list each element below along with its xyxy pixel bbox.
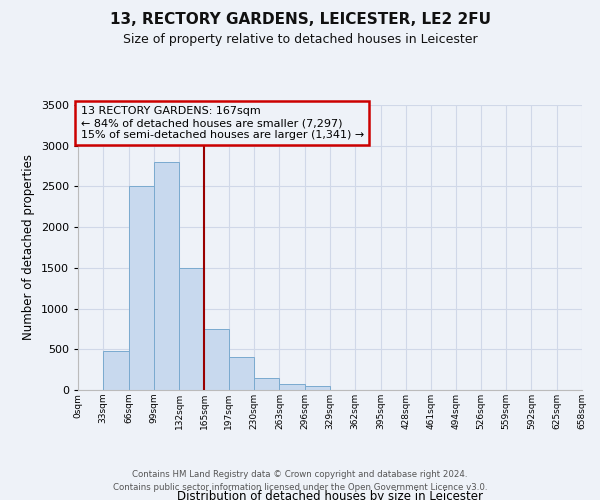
Text: 13 RECTORY GARDENS: 167sqm
← 84% of detached houses are smaller (7,297)
15% of s: 13 RECTORY GARDENS: 167sqm ← 84% of deta… bbox=[80, 106, 364, 140]
Bar bbox=[254, 378, 280, 390]
Text: Size of property relative to detached houses in Leicester: Size of property relative to detached ho… bbox=[122, 32, 478, 46]
Bar bbox=[229, 358, 254, 390]
Bar bbox=[205, 329, 229, 390]
Bar bbox=[280, 384, 305, 390]
Bar bbox=[179, 268, 205, 390]
Text: 13, RECTORY GARDENS, LEICESTER, LE2 2FU: 13, RECTORY GARDENS, LEICESTER, LE2 2FU bbox=[110, 12, 491, 28]
Bar bbox=[103, 352, 128, 390]
Bar bbox=[128, 186, 154, 390]
Text: Contains HM Land Registry data © Crown copyright and database right 2024.
Contai: Contains HM Land Registry data © Crown c… bbox=[113, 470, 487, 492]
Bar bbox=[305, 386, 330, 390]
Y-axis label: Number of detached properties: Number of detached properties bbox=[22, 154, 35, 340]
Bar bbox=[154, 162, 179, 390]
X-axis label: Distribution of detached houses by size in Leicester: Distribution of detached houses by size … bbox=[177, 490, 483, 500]
